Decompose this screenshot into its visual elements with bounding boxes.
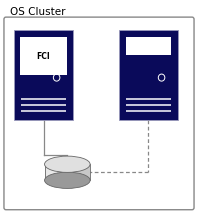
Bar xyxy=(14,30,73,120)
Bar xyxy=(126,37,171,55)
Bar xyxy=(45,164,90,180)
Text: FCI: FCI xyxy=(37,52,50,61)
Ellipse shape xyxy=(45,156,90,172)
Bar xyxy=(20,37,67,75)
FancyBboxPatch shape xyxy=(4,17,194,210)
Bar xyxy=(119,30,178,120)
Text: OS Cluster: OS Cluster xyxy=(10,7,65,18)
Bar xyxy=(45,164,57,180)
Ellipse shape xyxy=(45,172,90,189)
